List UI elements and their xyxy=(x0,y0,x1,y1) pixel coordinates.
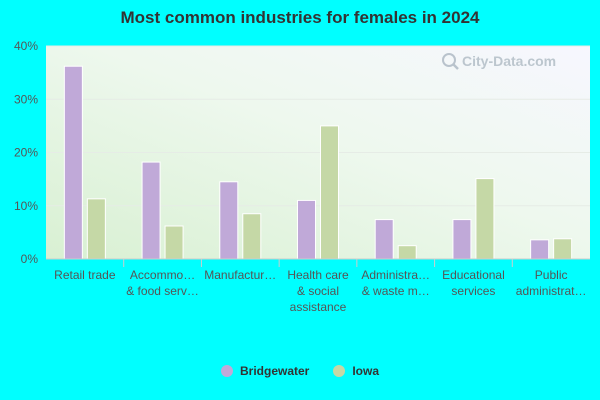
legend: Bridgewater Iowa xyxy=(0,364,600,378)
bar-iowa xyxy=(86,198,106,260)
y-tick-label: 20% xyxy=(14,146,38,160)
bar-bridgewater xyxy=(141,161,161,260)
legend-swatch-iowa xyxy=(333,365,346,377)
bar-iowa xyxy=(553,238,573,260)
bar-iowa xyxy=(242,213,262,260)
bars xyxy=(63,65,573,260)
bar-bridgewater xyxy=(530,239,550,260)
x-tick-label: Manufactur… xyxy=(204,268,276,282)
x-tick-label: Public administrat… xyxy=(516,268,587,298)
legend-item-bridgewater[interactable]: Bridgewater xyxy=(220,364,310,378)
bar-bridgewater xyxy=(219,181,239,260)
y-tick-label: 30% xyxy=(14,92,38,106)
x-tick-label: Retail trade xyxy=(54,268,116,282)
bar-bridgewater xyxy=(63,65,83,260)
y-axis: 0% 10% 20% 30% 40% xyxy=(14,39,38,266)
watermark-text: City-Data.com xyxy=(462,53,556,69)
legend-label-bridgewater: Bridgewater xyxy=(239,364,310,378)
watermark: City-Data.com xyxy=(442,53,556,70)
legend-item-iowa[interactable]: Iowa xyxy=(333,364,379,378)
magnifier-icon xyxy=(442,53,459,70)
x-tick-label: Accommo… & food serv… xyxy=(126,268,199,298)
legend-label-iowa: Iowa xyxy=(352,364,380,378)
x-tick-label: Health care & social assistance xyxy=(287,268,349,314)
bar-iowa xyxy=(164,225,184,260)
bar-bridgewater xyxy=(374,219,394,260)
x-axis: Retail trade Accommo… & food serv… Manufact… xyxy=(46,258,590,314)
bar-iowa xyxy=(320,125,339,260)
bar-bridgewater xyxy=(452,219,472,260)
x-tick-label: Educational services xyxy=(442,268,505,298)
chart-title: Most common industries for females in 20… xyxy=(120,8,480,27)
bar-bridgewater xyxy=(297,199,316,260)
bar-iowa xyxy=(397,245,417,260)
y-tick-label: 0% xyxy=(21,252,39,266)
bar-iowa xyxy=(475,178,495,260)
gridlines xyxy=(46,45,590,207)
x-tick-label: Administra… & waste m… xyxy=(361,268,430,298)
y-tick-label: 40% xyxy=(14,39,38,53)
y-tick-label: 10% xyxy=(14,199,38,213)
legend-swatch-bridgewater xyxy=(220,365,233,377)
